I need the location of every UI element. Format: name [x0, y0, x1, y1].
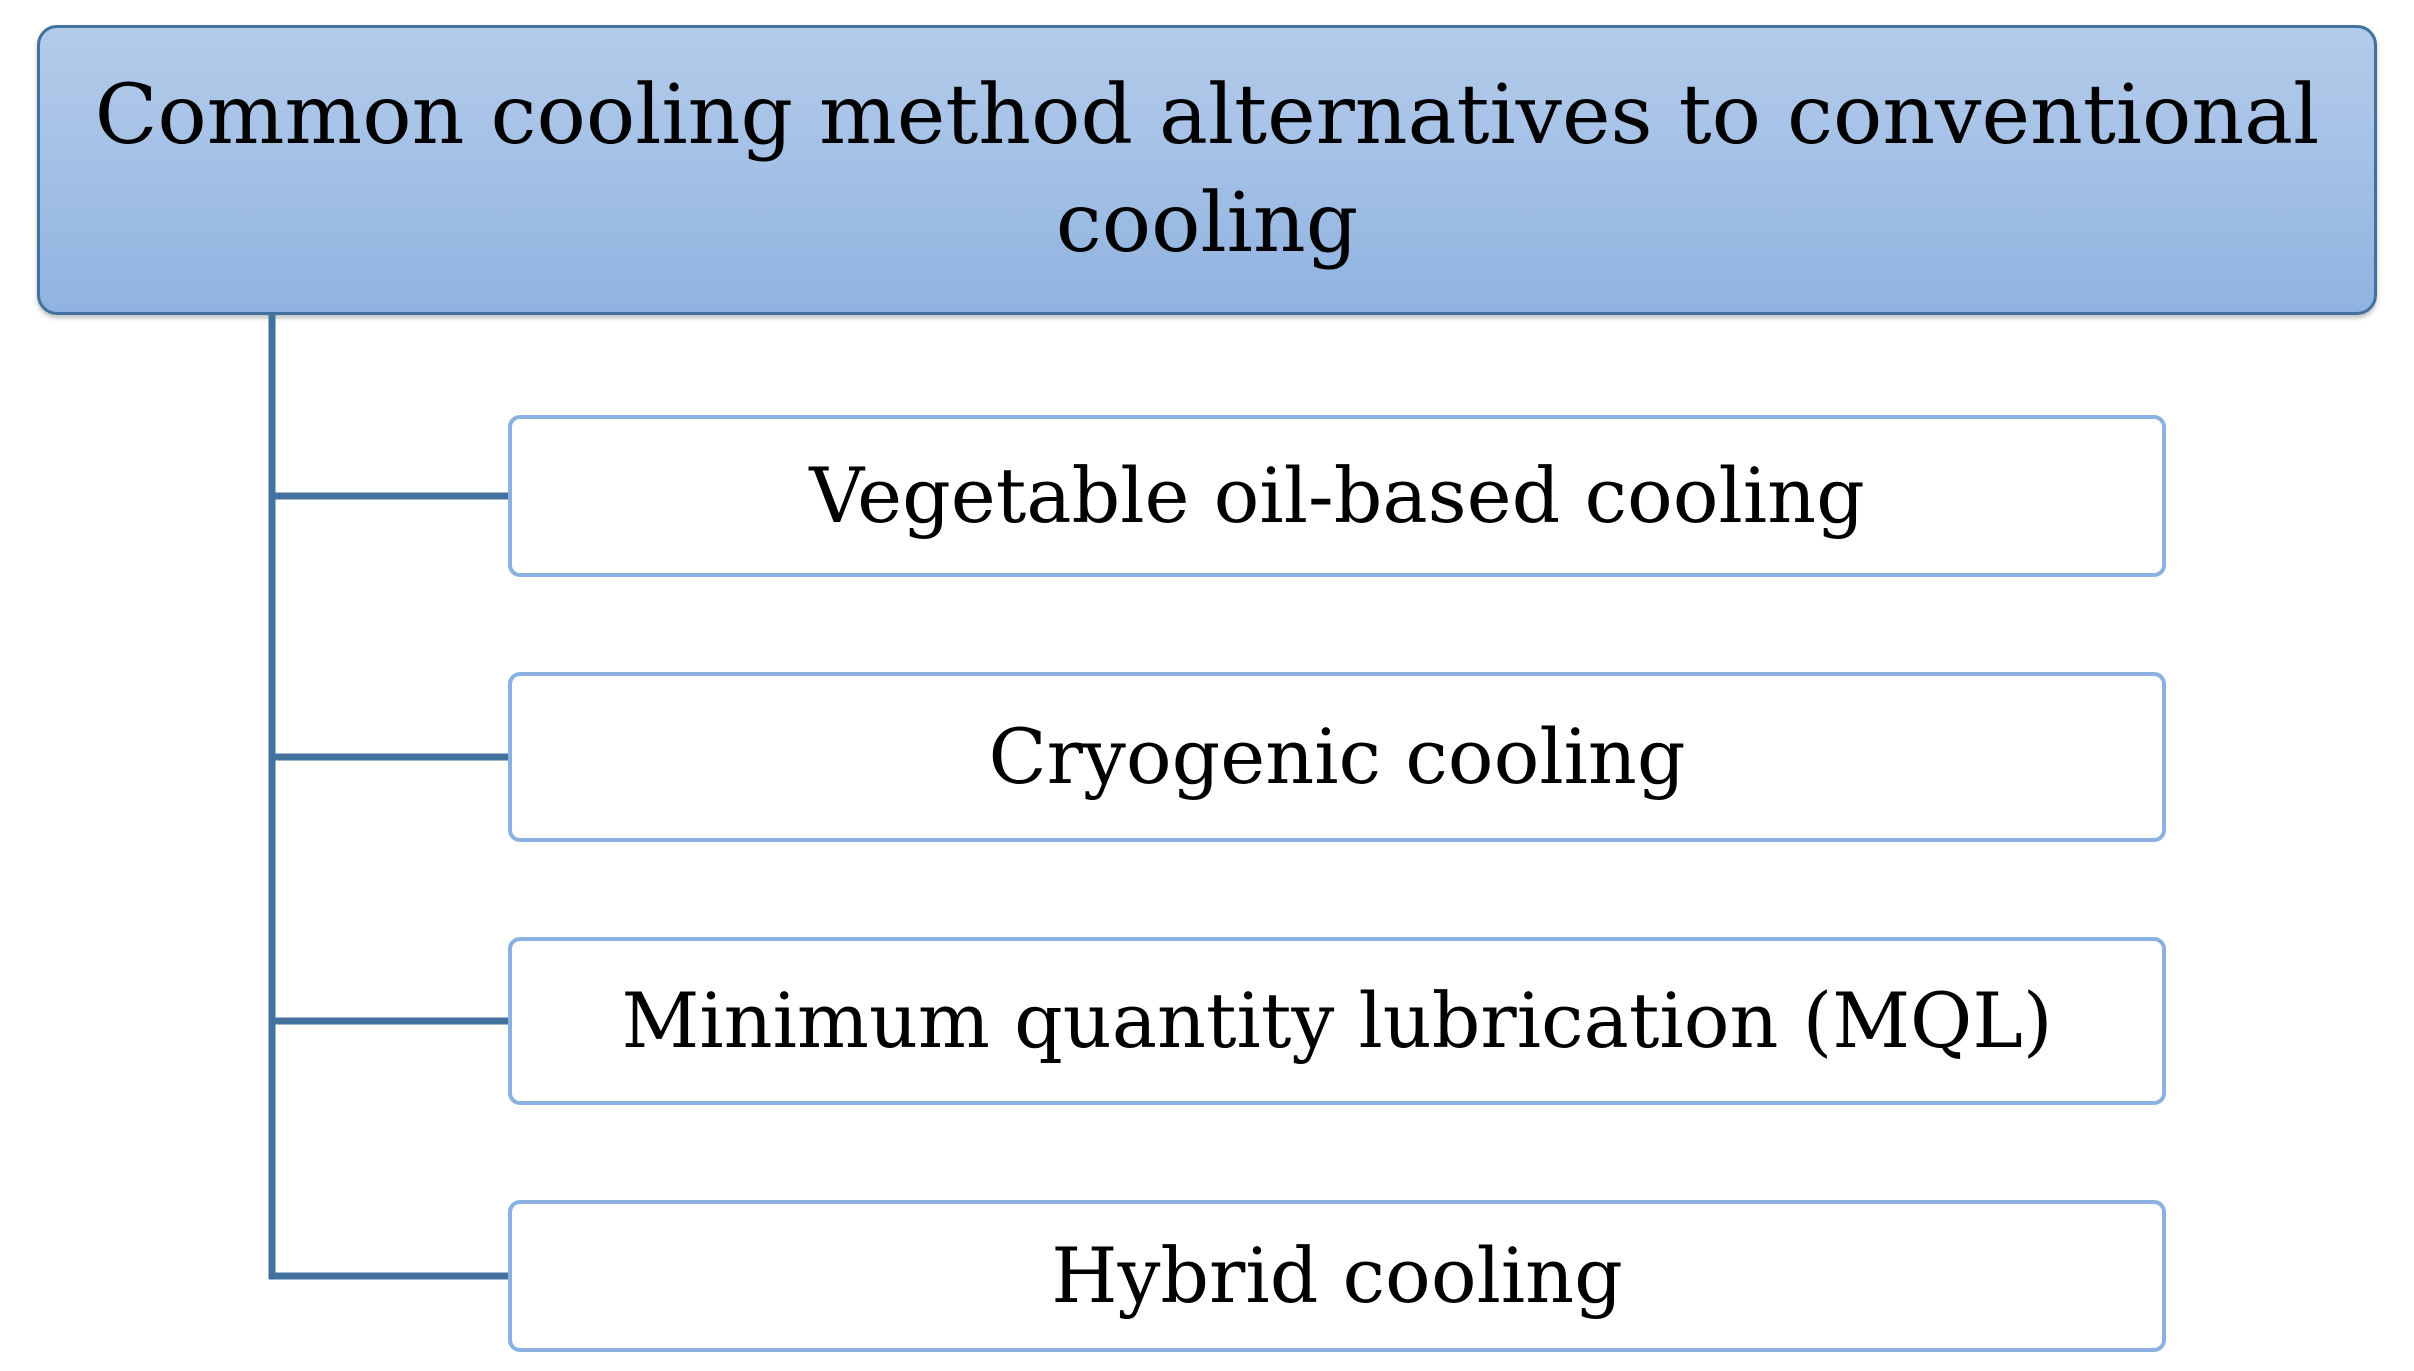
child-node-hybrid: Hybrid cooling — [508, 1200, 2166, 1352]
child-label: Hybrid cooling — [1051, 1231, 1623, 1320]
child-label: Minimum quantity lubrication (MQL) — [621, 976, 2053, 1065]
root-title-line2: cooling — [1055, 176, 1359, 271]
child-node-cryogenic: Cryogenic cooling — [508, 672, 2166, 842]
root-node: Common cooling method alternatives to co… — [37, 25, 2377, 315]
root-title-line1: Common cooling method alternatives to co… — [94, 68, 2320, 163]
child-node-mql: Minimum quantity lubrication (MQL) — [508, 937, 2166, 1105]
child-node-vegetable-oil: Vegetable oil-based cooling — [508, 415, 2166, 577]
child-label: Vegetable oil-based cooling — [809, 451, 1865, 540]
root-title: Common cooling method alternatives to co… — [55, 62, 2360, 278]
child-label: Cryogenic cooling — [988, 712, 1686, 801]
